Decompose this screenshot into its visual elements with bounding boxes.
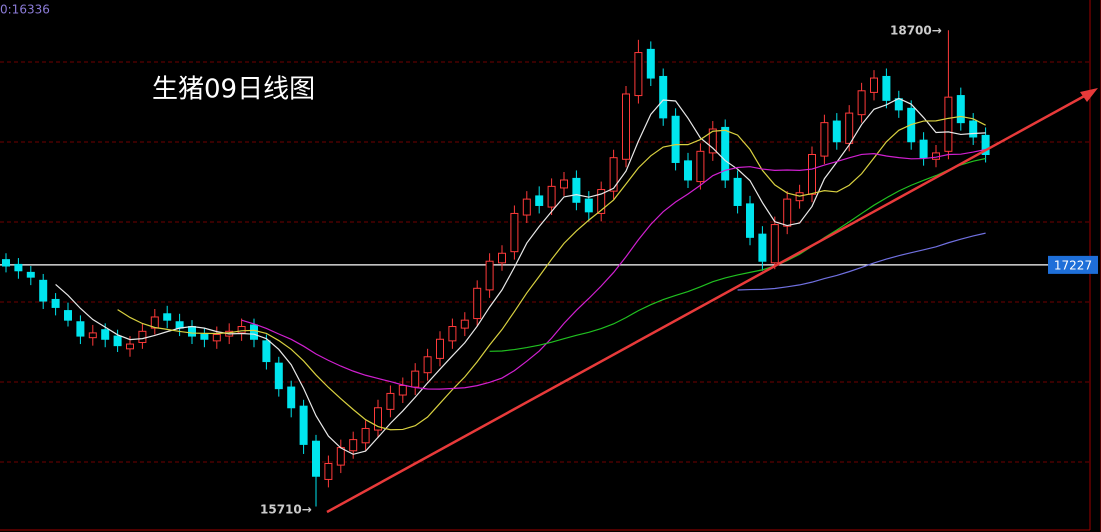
candle-body [882, 75, 891, 101]
plot [0, 30, 1090, 507]
trend-arrow [1080, 88, 1098, 102]
candle-body [671, 115, 680, 163]
candle-body [361, 427, 370, 444]
candle-body [188, 326, 196, 337]
candle-body [126, 343, 134, 350]
candle-body [944, 96, 953, 152]
candle-body [522, 198, 531, 216]
candle-body [39, 279, 48, 302]
candle-body [436, 338, 444, 359]
candle-body [547, 185, 556, 208]
candle-body [535, 195, 544, 206]
annotation: 18700→ [890, 24, 942, 38]
candle-body [708, 128, 717, 154]
candle-body [510, 212, 519, 253]
candle-body [981, 134, 990, 156]
moving-average [737, 232, 986, 291]
candle-body [870, 77, 878, 93]
candle-body [76, 321, 85, 337]
candle-body [26, 271, 35, 278]
candle-body [721, 126, 730, 181]
annotation: 15710→ [260, 503, 312, 517]
candle-body [832, 120, 841, 143]
candle-body [659, 75, 668, 119]
candle-body [324, 463, 333, 480]
candle-body [287, 386, 296, 409]
candle-body [175, 321, 184, 329]
candle-body [894, 98, 903, 111]
header-text: 0:16336 [0, 3, 50, 17]
candle-body [746, 203, 754, 238]
candle-body [336, 447, 345, 466]
candle-body [857, 90, 866, 116]
candle-body [969, 120, 978, 138]
candle-body [820, 122, 829, 157]
trend-line [326, 92, 1089, 514]
moving-average [117, 115, 986, 431]
candle-body [448, 326, 457, 342]
candle-body [163, 313, 172, 321]
candle-body [14, 263, 23, 272]
candle-body [2, 259, 10, 267]
candle-body [758, 233, 767, 262]
candle-body [956, 95, 965, 124]
candle-body [845, 112, 854, 144]
candle-body [733, 177, 742, 206]
candle-body [274, 362, 283, 390]
candle-body [770, 224, 779, 264]
candle-body [299, 405, 308, 445]
candle-body [386, 392, 395, 410]
candle-body [498, 252, 506, 264]
grid [0, 61, 1090, 463]
candle-body [560, 179, 568, 189]
candle-body [312, 440, 320, 477]
candle-body [88, 332, 97, 339]
candle-body [349, 439, 358, 452]
moving-average [489, 157, 986, 352]
candle-body [113, 335, 122, 347]
candle-body [64, 310, 72, 321]
ref-label-box [1048, 255, 1098, 274]
candle-body [783, 198, 792, 227]
candle-body [919, 139, 928, 159]
chart-title: 生猪09日线图 [152, 75, 315, 105]
candle-body [460, 319, 469, 329]
candle-body [622, 93, 630, 160]
candle-body [696, 150, 705, 183]
candle-body [250, 324, 258, 340]
candle-body [237, 326, 246, 334]
candle-body [808, 154, 816, 195]
candle-body [262, 340, 271, 363]
candle-body [795, 192, 804, 202]
candle-body [597, 189, 606, 214]
candle-body [101, 329, 110, 340]
candle-body [572, 177, 581, 203]
candle-body [609, 157, 618, 192]
candle-body [150, 316, 159, 329]
candle-body [398, 384, 407, 396]
candle-body [374, 407, 382, 431]
moving-average [55, 97, 986, 455]
candle-body [634, 52, 643, 97]
candle-body [646, 48, 655, 79]
candle-body [138, 330, 147, 343]
candle-body [473, 287, 482, 320]
candle-body [411, 370, 420, 388]
candle-body [423, 356, 432, 374]
ref-label: 17227 [1054, 258, 1092, 272]
candle-body [212, 333, 221, 342]
candle-body [51, 298, 60, 308]
moving-average [241, 148, 986, 390]
candle-body [485, 260, 494, 291]
candle-body [684, 160, 692, 181]
candle-body [584, 198, 593, 213]
candle-body [200, 333, 209, 340]
